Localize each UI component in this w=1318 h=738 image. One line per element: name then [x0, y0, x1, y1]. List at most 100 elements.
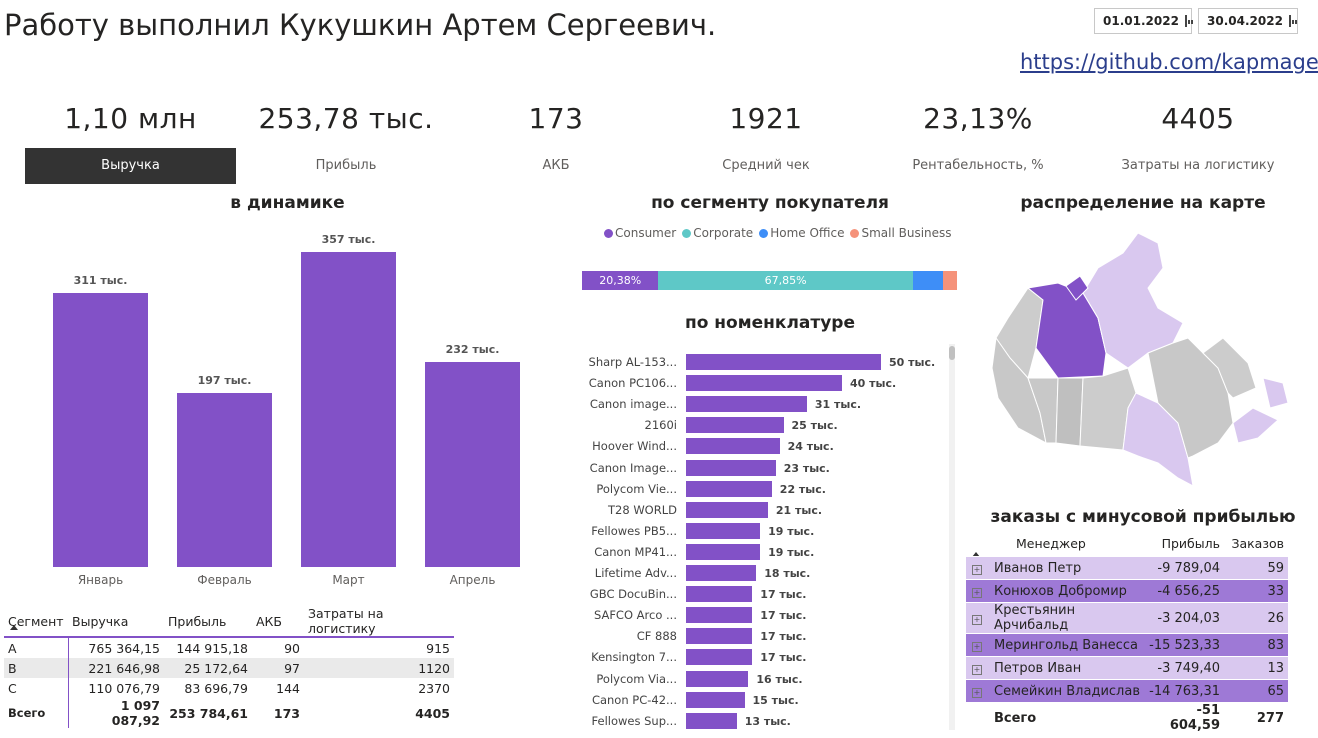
expand-cell[interactable]: + — [966, 679, 990, 703]
table-row[interactable]: C 110 076,79 83 696,79 144 2370 — [4, 678, 454, 698]
nomenclature-row[interactable]: Canon PC-42... 15 тыс. — [586, 690, 946, 711]
table-row[interactable]: A 765 364,15 144 915,18 90 915 — [4, 637, 454, 658]
calendar-icon[interactable] — [1184, 15, 1194, 27]
header-revenue[interactable]: Выручка — [68, 606, 164, 638]
map-region-alberta[interactable] — [1027, 377, 1059, 444]
nomenclature-bar[interactable] — [686, 438, 780, 455]
nomenclature-row[interactable]: CF 888 17 тыс. — [586, 626, 946, 647]
map-region-quebec[interactable] — [1147, 337, 1234, 459]
nomenclature-bar[interactable] — [686, 501, 768, 518]
expand-cell[interactable]: + — [966, 579, 990, 603]
segment-bar-part[interactable] — [912, 271, 944, 290]
nomenclature-bar[interactable] — [686, 480, 772, 497]
nomenclature-bar[interactable] — [686, 628, 753, 645]
kpi-tab[interactable]: Средний чек — [722, 158, 810, 173]
nomenclature-row[interactable]: Fellowes Sup... 13 тыс. — [586, 711, 946, 732]
kpi-tab[interactable]: Затраты на логистику — [1121, 158, 1275, 173]
table-row[interactable]: + Мерингольд Ванесса -15 523,33 83 — [966, 633, 1288, 657]
nomenclature-bar[interactable] — [686, 543, 761, 560]
map-region-newfoundland[interactable] — [1262, 377, 1289, 409]
header-profit[interactable]: Прибыль — [1161, 535, 1220, 551]
table-row[interactable]: B 221 646,98 25 172,64 97 1120 — [4, 658, 454, 678]
table-row[interactable]: + Семейкин Владислав -14 763,31 65 — [966, 679, 1288, 703]
nomenclature-row[interactable]: T28 WORLD 21 тыс. — [586, 500, 946, 521]
nomenclature-row[interactable]: SAFCO Arco ... 17 тыс. — [586, 605, 946, 626]
segment-bar-part[interactable]: 67,85% — [658, 271, 913, 290]
nomenclature-row[interactable]: Sharp AL-153... 50 тыс. — [586, 352, 946, 373]
nomenclature-bar[interactable] — [686, 649, 753, 666]
date-from-picker[interactable]: 01.01.2022 — [1094, 8, 1194, 34]
nomenclature-bar[interactable] — [686, 586, 753, 603]
header-profit[interactable]: Прибыль — [164, 606, 252, 638]
nomenclature-row[interactable]: Canon image... 31 тыс. — [586, 394, 946, 415]
expand-plus-icon[interactable]: + — [972, 664, 982, 675]
legend-dot-icon — [850, 229, 860, 238]
legend-item-home-office[interactable]: Home Office — [759, 226, 844, 240]
month-bar[interactable] — [177, 393, 272, 567]
nomenclature-row[interactable]: Polycom Vie... 22 тыс. — [586, 479, 946, 500]
month-bar[interactable] — [53, 292, 148, 567]
nomenclature-bar[interactable] — [686, 712, 737, 729]
legend-item-corporate[interactable]: Corporate — [682, 226, 753, 240]
map-region-saskatchewan[interactable] — [1055, 377, 1084, 447]
expand-cell[interactable]: + — [966, 556, 990, 580]
nomenclature-row[interactable]: 2160i 25 тыс. — [586, 415, 946, 436]
scrollbar-track[interactable] — [949, 344, 955, 730]
kpi-tab[interactable]: АКБ — [542, 158, 570, 173]
nomenclature-row[interactable]: Canon PC106... 40 тыс. — [586, 373, 946, 394]
map-region-labrador[interactable] — [1202, 337, 1257, 399]
legend-item-small-business[interactable]: Small Business — [850, 226, 952, 240]
nomenclature-bar[interactable] — [686, 354, 881, 370]
date-to-picker[interactable]: 30.04.2022 — [1198, 8, 1299, 34]
calendar-icon[interactable] — [1288, 15, 1299, 27]
expand-cell[interactable]: + — [966, 656, 990, 680]
nomenclature-row[interactable]: Canon Image... 23 тыс. — [586, 458, 946, 479]
nomenclature-row[interactable]: Fellowes PB5... 19 тыс. — [586, 521, 946, 542]
month-bar[interactable] — [425, 362, 520, 567]
kpi-tab[interactable]: Рентабельность, % — [912, 158, 1044, 173]
segment-bar-part[interactable] — [943, 271, 957, 290]
table-row[interactable]: + Конюхов Добромир -4 656,25 33 — [966, 579, 1288, 603]
expand-plus-icon[interactable]: + — [972, 641, 982, 652]
nomenclature-bar[interactable] — [686, 670, 749, 687]
expand-plus-icon[interactable]: + — [972, 614, 982, 625]
nomenclature-bar[interactable] — [686, 691, 745, 708]
header-manager[interactable]: Менеджер — [1016, 535, 1086, 551]
expand-plus-icon[interactable]: + — [972, 687, 982, 698]
month-bar[interactable] — [301, 252, 396, 567]
nomenclature-bar[interactable] — [686, 565, 757, 581]
scrollbar-thumb[interactable] — [949, 346, 955, 360]
github-link[interactable]: https://github.com/kapmagen — [1020, 50, 1318, 74]
nomenclature-row[interactable]: Canon MP41... 19 тыс. — [586, 542, 946, 563]
legend-item-consumer[interactable]: Consumer — [604, 226, 676, 240]
nomenclature-row[interactable]: Polycom Via... 16 тыс. — [586, 669, 946, 690]
header-orders[interactable]: Заказов — [1231, 535, 1284, 551]
header-segment[interactable]: Сегмент — [4, 606, 68, 638]
header-logistics[interactable]: Затраты на логистику — [304, 606, 454, 638]
table-row[interactable]: + Иванов Петр -9 789,04 59 — [966, 556, 1288, 580]
expand-cell[interactable]: + — [966, 633, 990, 657]
nomenclature-row[interactable]: Lifetime Adv... 18 тыс. — [586, 563, 946, 584]
nomenclature-row[interactable]: Hoover Wind... 24 тыс. — [586, 436, 946, 457]
nomenclature-bar[interactable] — [686, 459, 776, 476]
nomenclature-bar[interactable] — [686, 607, 753, 624]
nomenclature-bar[interactable] — [686, 522, 761, 539]
expand-plus-icon[interactable]: + — [972, 587, 982, 598]
nomenclature-bar[interactable] — [686, 417, 784, 434]
expand-cell[interactable]: + — [966, 602, 990, 634]
table-row[interactable]: + Крестьянин Арчибальд -3 204,03 26 — [966, 602, 1288, 634]
map-region-nunavut[interactable] — [1082, 232, 1184, 369]
map-region-nunavut-island[interactable] — [1065, 275, 1089, 301]
expand-plus-icon[interactable]: + — [972, 564, 982, 575]
kpi-tab[interactable]: Выручка — [25, 148, 236, 184]
canada-map[interactable] — [988, 228, 1298, 498]
kpi-tab[interactable]: Прибыль — [315, 158, 377, 173]
nomenclature-bar[interactable] — [686, 375, 842, 392]
segment-bar-part[interactable]: 20,38% — [582, 271, 659, 290]
nomenclature-bar[interactable] — [686, 396, 807, 413]
table-row[interactable]: + Петров Иван -3 749,40 13 — [966, 656, 1288, 680]
header-akb[interactable]: АКБ — [252, 606, 304, 638]
nomenclature-row[interactable]: Kensington 7... 17 тыс. — [586, 647, 946, 668]
map-region-maritimes[interactable] — [1232, 407, 1279, 444]
nomenclature-row[interactable]: GBC DocuBin... 17 тыс. — [586, 584, 946, 605]
